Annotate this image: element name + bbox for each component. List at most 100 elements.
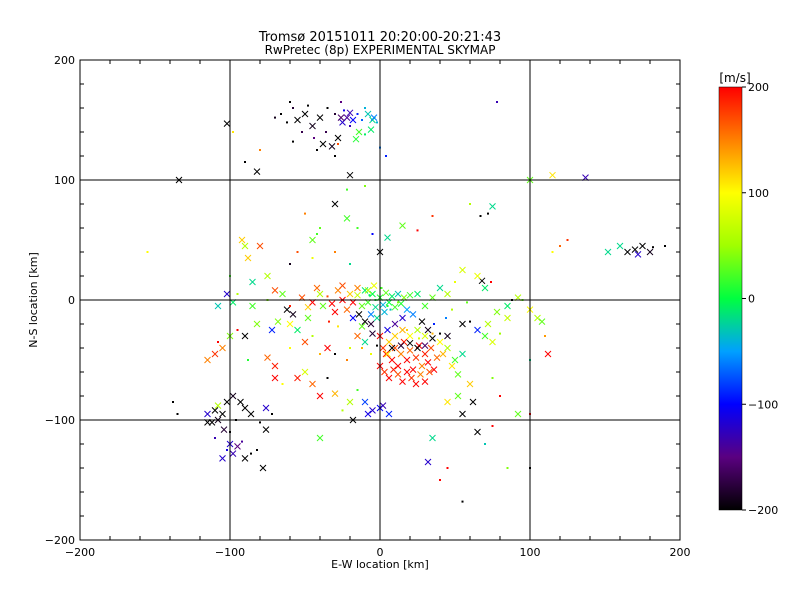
data-point-x (604, 248, 612, 256)
data-point-x (328, 300, 336, 307)
data-point-dot (551, 251, 554, 253)
data-point-dot (346, 359, 348, 361)
data-point-x (384, 234, 391, 241)
data-point-dot (445, 317, 447, 319)
data-point-x (343, 114, 351, 121)
data-point-x (394, 362, 402, 370)
data-point-dot (349, 263, 351, 265)
data-point-x (421, 378, 429, 385)
data-point-dot (361, 347, 363, 349)
data-point-x (364, 110, 372, 118)
data-point-x (384, 350, 391, 358)
x-tick-label: 100 (520, 546, 541, 559)
data-point-x (301, 110, 309, 118)
data-point-x (399, 222, 406, 229)
data-point-dot (364, 133, 366, 136)
x-axis-ticks: −200 −100 0 100 200 (65, 60, 691, 559)
data-point-x (433, 354, 441, 361)
data-point-dot (250, 452, 252, 455)
data-point-x (301, 338, 309, 346)
data-points (146, 101, 666, 503)
data-point-x (504, 302, 511, 310)
data-point-x (343, 306, 351, 313)
data-point-x (424, 326, 432, 334)
data-point-x (459, 266, 466, 274)
data-point-dot (356, 227, 359, 229)
data-point-dot (334, 353, 336, 355)
x-tick-label: 200 (670, 546, 691, 559)
colorbar-tick-label: −200 (748, 504, 778, 517)
data-point-x (421, 342, 429, 349)
data-point-x (244, 254, 252, 262)
data-point-x (372, 303, 379, 311)
data-point-x (204, 356, 211, 364)
data-point-x (406, 291, 414, 299)
data-point-dot (446, 467, 449, 469)
data-point-dot (236, 293, 239, 295)
data-point-x (394, 371, 402, 378)
data-point-dot (389, 308, 392, 311)
colorbar (718, 86, 743, 511)
data-point-x (429, 335, 436, 342)
data-point-x (388, 356, 396, 364)
data-point-dot (289, 305, 291, 307)
data-point-dot (506, 467, 509, 469)
data-point-dot (341, 409, 344, 412)
data-point-x (427, 344, 435, 352)
data-point-x (367, 126, 375, 133)
data-point-x (289, 311, 297, 318)
data-point-x (346, 109, 354, 117)
data-point-dot (349, 125, 351, 127)
data-point-x (474, 272, 481, 280)
data-point-x (444, 332, 451, 340)
data-point-x (358, 302, 366, 310)
data-point-x (384, 326, 391, 334)
y-tick-label: 0 (68, 294, 75, 307)
data-point-x (454, 371, 462, 378)
data-point-x (274, 318, 282, 325)
data-point-x (346, 398, 354, 406)
data-point-x (364, 410, 372, 418)
data-point-x (397, 342, 405, 349)
data-point-x (421, 302, 429, 310)
data-point-x (381, 368, 388, 376)
data-point-dot (433, 323, 435, 325)
data-point-dot (232, 131, 234, 133)
data-point-x (474, 428, 481, 436)
data-point-dot (356, 389, 359, 391)
data-point-x (271, 374, 279, 382)
data-point-dot (244, 161, 246, 163)
data-point-dot (337, 325, 339, 328)
data-point-x (454, 392, 462, 400)
data-point-x (406, 332, 414, 340)
data-point-x (256, 242, 264, 250)
data-point-x (466, 380, 474, 388)
data-point-x (481, 284, 489, 292)
data-point-x (319, 140, 327, 148)
data-point-x (408, 374, 415, 382)
data-point-x (331, 308, 339, 316)
data-point-dot (439, 332, 441, 335)
data-point-x (469, 398, 477, 406)
data-point-dot (416, 229, 419, 232)
data-point-x (406, 339, 414, 347)
x-tick-label: −100 (215, 546, 245, 559)
colorbar-tick-label: 0 (748, 293, 755, 306)
data-point-dot (176, 413, 179, 415)
data-point-dot (236, 329, 239, 331)
data-point-x (448, 362, 456, 370)
colorbar-tick-label: 200 (748, 81, 769, 94)
x-tick-label: −200 (65, 546, 95, 559)
data-point-dot (559, 245, 561, 247)
data-point-x (214, 402, 222, 409)
data-point-x (403, 368, 411, 376)
data-point-x (391, 344, 399, 352)
data-point-x (316, 290, 324, 298)
data-point-dot (496, 101, 498, 103)
data-point-dot (490, 281, 492, 283)
data-point-x (211, 407, 219, 414)
data-point-dot (286, 121, 288, 124)
data-point-x (391, 332, 399, 340)
data-point-dot (499, 332, 501, 335)
data-point-x (444, 344, 451, 352)
